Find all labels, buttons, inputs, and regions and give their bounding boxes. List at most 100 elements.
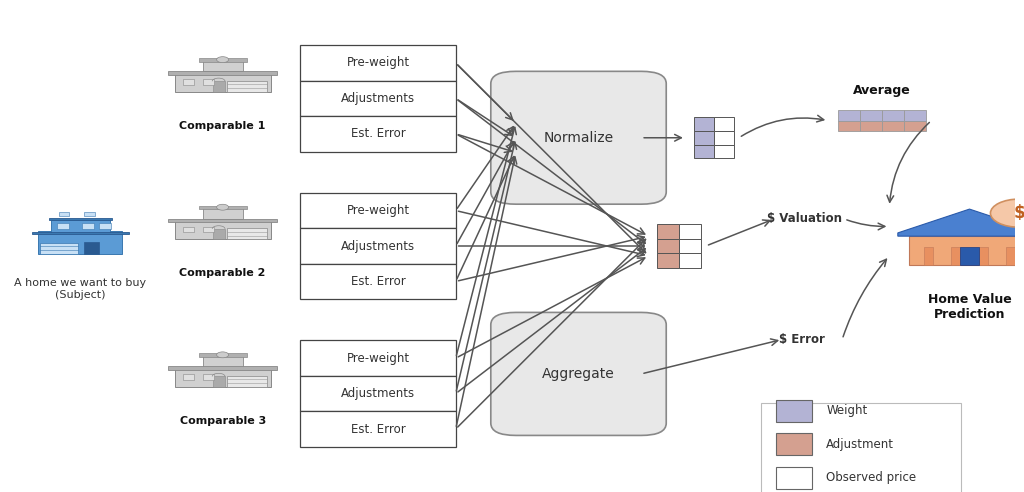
Bar [213,229,224,239]
Bar [203,79,214,85]
Bar [951,247,961,265]
Text: Est. Error: Est. Error [350,127,406,140]
Bar [714,117,734,131]
Bar [84,212,94,216]
Bar [656,239,679,253]
Bar [169,219,276,222]
Text: A home we want to buy
(Subject): A home we want to buy (Subject) [14,278,146,300]
Bar [199,353,247,357]
Bar [300,376,456,411]
Text: Home Value
Prediction: Home Value Prediction [928,293,1012,321]
Text: Average: Average [853,85,911,97]
Polygon shape [898,209,1024,236]
Text: Pre-weight: Pre-weight [346,57,410,69]
Bar [694,117,714,131]
Bar [694,131,714,145]
Bar [904,110,927,121]
Bar [904,121,927,131]
Bar [226,228,266,239]
Bar [182,227,194,232]
Bar [883,121,904,131]
Bar [776,433,812,456]
Bar [714,145,734,158]
Bar [679,253,700,268]
Bar [199,206,247,209]
Bar [860,110,883,121]
Text: Aggregate: Aggregate [542,367,614,381]
Bar [959,247,979,265]
Bar [979,247,988,265]
Bar [656,224,679,239]
Bar [174,369,270,387]
Polygon shape [32,232,129,234]
Text: Comparable 3: Comparable 3 [179,416,266,426]
Bar [679,239,700,253]
Bar [300,116,456,152]
Bar [300,340,456,376]
Bar [169,367,276,370]
Bar [300,81,456,116]
Text: Weight: Weight [826,404,867,417]
Bar [59,212,70,216]
Bar [300,264,456,299]
Bar [51,220,110,233]
Circle shape [217,57,228,62]
Bar [213,376,224,387]
Text: Adjustments: Adjustments [341,92,415,105]
Text: Est. Error: Est. Error [350,275,406,288]
Text: $: $ [1014,204,1024,222]
FancyBboxPatch shape [490,312,667,435]
Text: $ Valuation: $ Valuation [767,213,842,225]
Bar [656,253,679,268]
Text: Pre-weight: Pre-weight [346,352,410,365]
Bar [203,208,243,219]
Bar [226,81,266,92]
Bar [203,374,214,380]
Bar [776,400,812,422]
Bar [99,223,111,229]
Text: $ Error: $ Error [779,333,825,346]
Text: Comparable 1: Comparable 1 [179,121,266,130]
Bar [57,223,69,229]
Bar [300,228,456,264]
Bar [924,247,933,265]
Bar [839,121,860,131]
Bar [174,221,270,239]
Text: Adjustment: Adjustment [826,438,894,451]
Polygon shape [49,218,112,220]
Bar [84,242,99,254]
Bar [40,243,78,254]
Circle shape [217,204,228,210]
Text: Est. Error: Est. Error [350,423,406,435]
Bar [860,121,883,131]
Circle shape [990,199,1024,227]
Text: Observed price: Observed price [826,471,916,484]
Bar [909,236,1024,265]
Text: Normalize: Normalize [544,131,613,145]
Bar [300,45,456,81]
Bar [182,374,194,380]
Circle shape [217,352,228,358]
Bar [169,71,276,75]
Bar [226,376,266,387]
FancyBboxPatch shape [490,71,667,204]
Bar [174,74,270,92]
Text: Adjustments: Adjustments [341,387,415,400]
Bar [203,61,243,71]
Bar [213,81,224,92]
Bar [761,403,962,492]
Bar [714,131,734,145]
Bar [776,466,812,489]
Bar [38,231,123,254]
Bar [694,145,714,158]
Bar [203,356,243,367]
Bar [203,227,214,232]
Text: Pre-weight: Pre-weight [346,204,410,217]
Bar [1007,247,1015,265]
Bar [199,58,247,62]
Bar [839,110,860,121]
Bar [82,223,94,229]
Text: Adjustments: Adjustments [341,240,415,252]
Bar [679,224,700,239]
Bar [182,79,194,85]
